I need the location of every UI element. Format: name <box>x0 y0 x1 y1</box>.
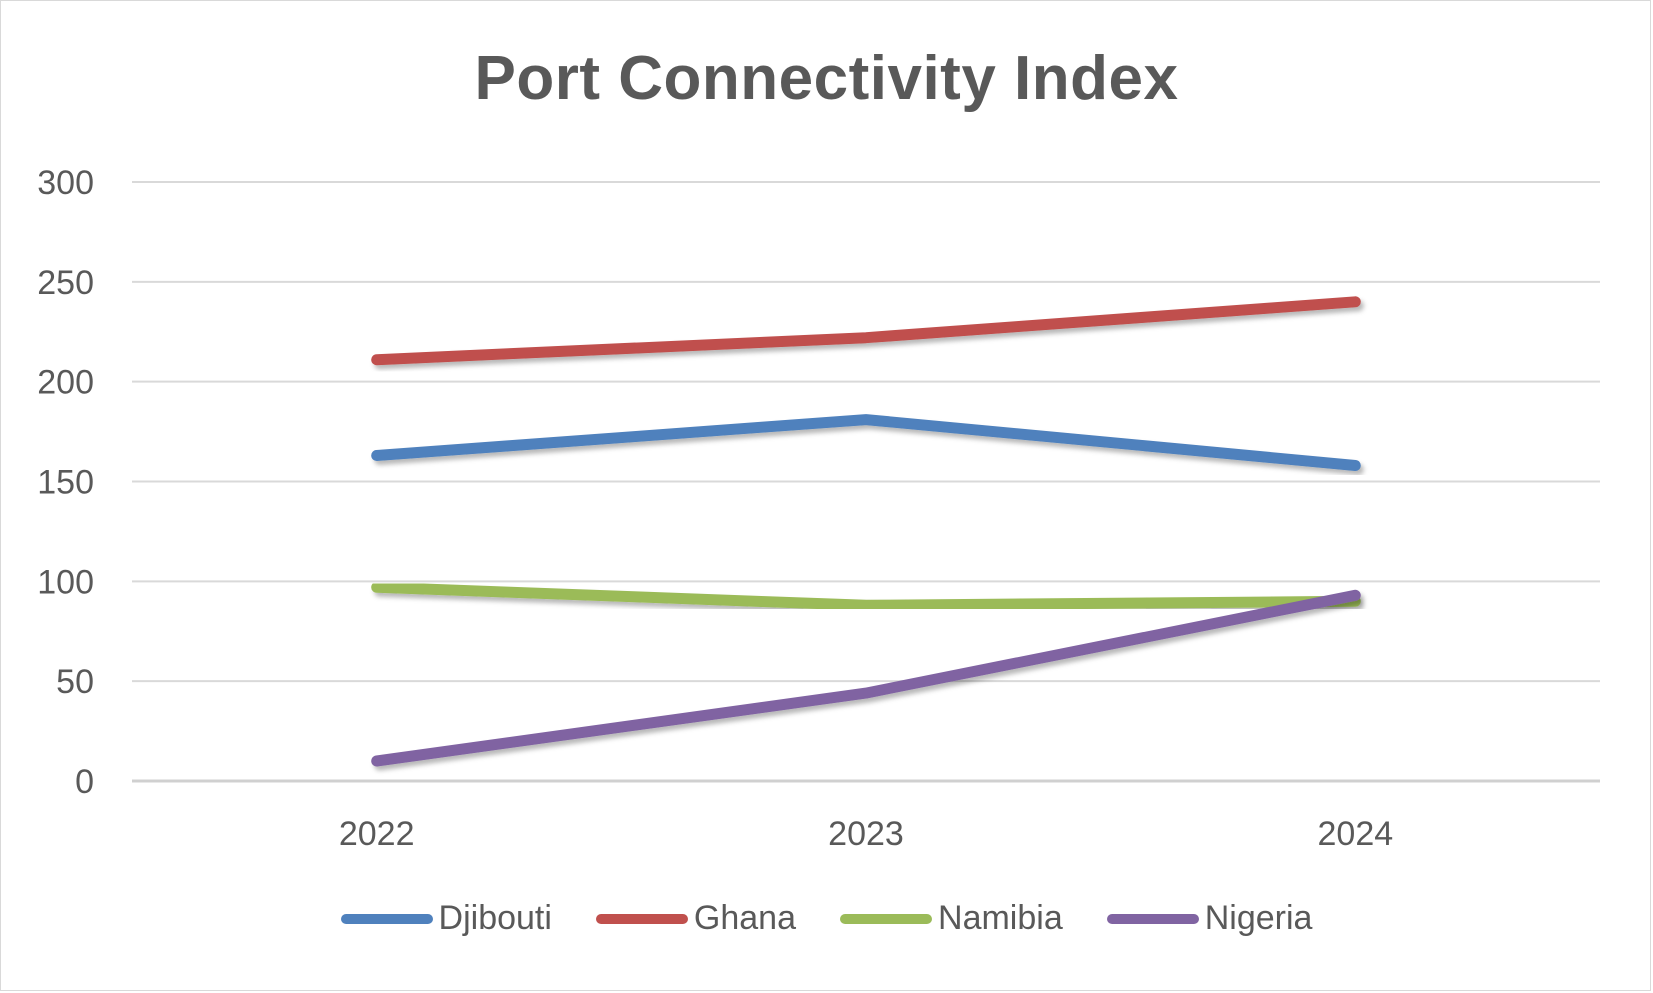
legend-swatch <box>840 913 933 924</box>
y-tick-label: 0 <box>75 763 94 801</box>
x-tick-label: 2022 <box>339 815 415 853</box>
legend-item-ghana: Ghana <box>595 899 797 938</box>
legend-swatch <box>1106 913 1199 924</box>
legend-label: Namibia <box>938 899 1063 937</box>
y-tick-label: 200 <box>37 364 94 402</box>
legend-label: Nigeria <box>1204 899 1313 937</box>
legend-label: Ghana <box>693 899 797 937</box>
y-tick-label: 150 <box>37 464 94 502</box>
y-tick-label: 300 <box>37 164 94 202</box>
x-tick-label: 2024 <box>1318 815 1394 853</box>
legend-swatch <box>595 913 688 924</box>
legend: Djibouti Ghana Namibia Nigeria <box>1 899 1652 938</box>
gridlines <box>132 181 1600 783</box>
y-axis-tick-labels: 0 50 100 150 200 250 300 <box>37 164 94 801</box>
legend-item-djibouti: Djibouti <box>340 899 552 938</box>
legend-item-namibia: Namibia <box>840 899 1063 938</box>
series-line-djibouti <box>371 414 1361 471</box>
series-line-ghana <box>371 296 1361 366</box>
series-line-nigeria <box>371 589 1361 767</box>
y-tick-label: 250 <box>37 264 94 302</box>
legend-label: Djibouti <box>438 899 552 937</box>
chart-title: Port Connectivity Index <box>474 44 1179 113</box>
legend-swatch <box>340 913 433 924</box>
legend-item-nigeria: Nigeria <box>1106 899 1313 938</box>
y-tick-label: 50 <box>56 663 94 701</box>
x-tick-label: 2023 <box>828 815 904 853</box>
y-tick-label: 100 <box>37 563 94 601</box>
series-line-namibia <box>371 581 1361 611</box>
series-lines <box>371 296 1361 767</box>
x-axis-tick-labels: 2022 2023 2024 <box>339 815 1393 853</box>
